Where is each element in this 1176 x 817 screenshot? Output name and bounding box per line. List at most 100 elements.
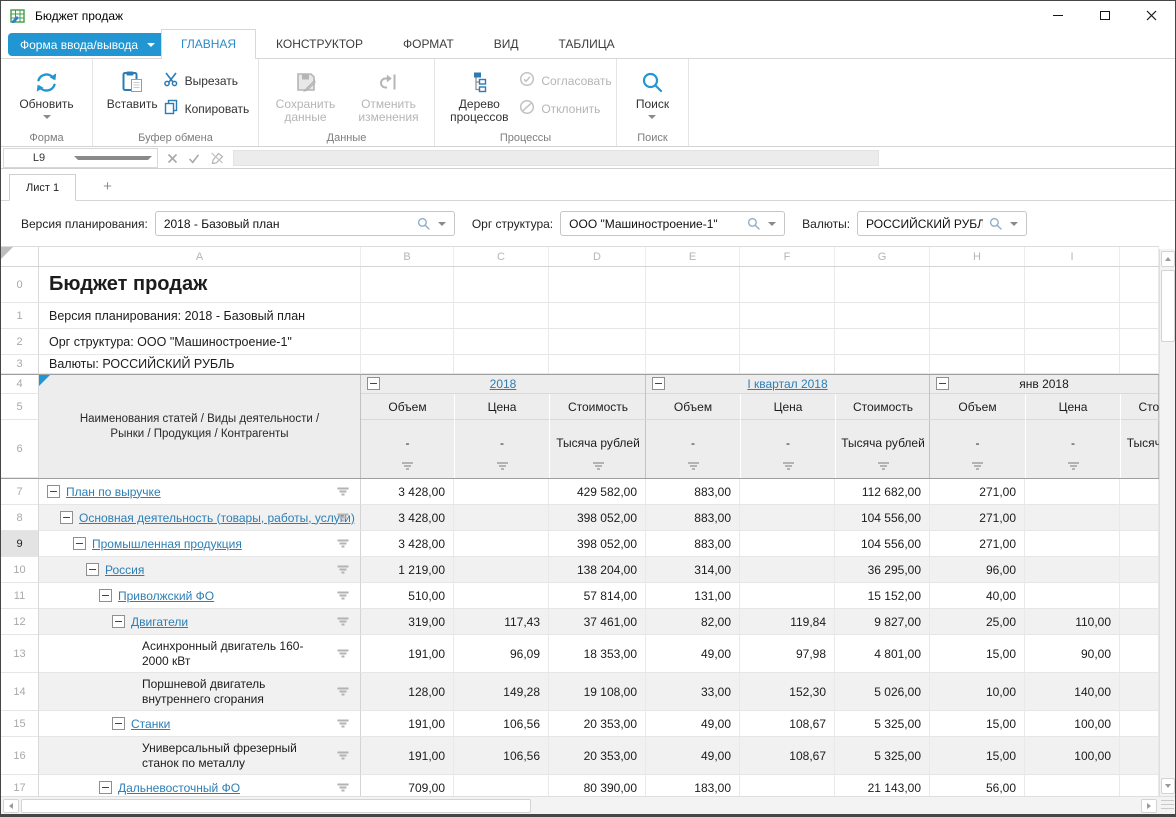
collapse-icon[interactable] xyxy=(112,615,125,628)
grid-cell[interactable]: 191,00 xyxy=(361,711,454,737)
collapse-icon[interactable] xyxy=(99,781,112,794)
horizontal-scroll-thumb[interactable] xyxy=(21,799,531,813)
header-group-title[interactable]: янв 2018 xyxy=(930,375,1158,394)
scroll-right-button[interactable] xyxy=(1141,799,1157,813)
filter-icon[interactable] xyxy=(687,462,699,471)
column-header[interactable]: A xyxy=(39,247,361,266)
search-button[interactable]: Поиск xyxy=(631,62,674,130)
column-header[interactable] xyxy=(1120,247,1159,266)
filter-icon[interactable] xyxy=(782,462,794,471)
grid-cell[interactable]: 149,28 xyxy=(454,673,549,711)
grid-cell[interactable] xyxy=(454,505,549,531)
grid-cell[interactable] xyxy=(454,775,549,796)
grid-cell[interactable] xyxy=(835,355,930,374)
vertical-scroll-thumb[interactable] xyxy=(1161,270,1175,342)
filter-icon[interactable] xyxy=(337,687,348,696)
header-stub-cell[interactable]: Наименования статей / Виды деятельности … xyxy=(39,375,361,478)
process-tree-button[interactable]: Дерево процессов xyxy=(439,62,519,130)
hierarchy-cell[interactable]: Промышленная продукция xyxy=(39,531,361,557)
row-label[interactable]: Россия xyxy=(105,562,145,577)
grid-cell[interactable]: 510,00 xyxy=(361,583,454,609)
row-label[interactable]: Основная деятельность (товары, работы, у… xyxy=(79,510,355,525)
hierarchy-cell[interactable]: Станки xyxy=(39,711,361,737)
grid-cell[interactable]: 3 428,00 xyxy=(361,479,454,505)
grid-cell[interactable] xyxy=(740,531,835,557)
grid-cell[interactable] xyxy=(930,303,1025,329)
grid-cell[interactable]: 100,00 xyxy=(1025,711,1120,737)
filter-icon[interactable] xyxy=(972,462,983,471)
grid-cell[interactable] xyxy=(930,267,1025,303)
grid-cell[interactable] xyxy=(1120,775,1159,796)
collapse-icon[interactable] xyxy=(73,537,86,550)
tab-view[interactable]: ВИД xyxy=(493,37,519,51)
column-header[interactable]: H xyxy=(930,247,1025,266)
row-label[interactable]: Двигатели xyxy=(131,614,189,629)
tab-table[interactable]: ТАБЛИЦА xyxy=(558,37,615,51)
row-header[interactable]: 12 xyxy=(1,609,39,635)
hierarchy-cell[interactable]: Универсальный фрезерный станок по металл… xyxy=(39,737,361,775)
formula-input[interactable] xyxy=(233,150,879,166)
filter-icon[interactable] xyxy=(337,783,348,792)
header-group-label[interactable]: 2018 xyxy=(489,377,517,391)
grid-cell[interactable] xyxy=(1025,531,1120,557)
measure-header-cell[interactable]: Стоимость xyxy=(836,394,930,420)
row-header[interactable]: 9 xyxy=(1,531,39,557)
close-button[interactable] xyxy=(1128,1,1175,30)
measure-header-cell[interactable]: Объем xyxy=(361,394,454,420)
collapse-icon[interactable] xyxy=(47,485,60,498)
grid-cell[interactable] xyxy=(1120,711,1159,737)
grid-cell[interactable]: 40,00 xyxy=(930,583,1025,609)
grid-cell[interactable]: 36 295,00 xyxy=(835,557,930,583)
grid-cell[interactable] xyxy=(549,329,646,355)
grid-cell[interactable]: 4 801,00 xyxy=(835,635,930,673)
column-header[interactable]: D xyxy=(549,247,646,266)
grid-cell[interactable]: 21 143,00 xyxy=(835,775,930,796)
grid-cell[interactable]: 56,00 xyxy=(930,775,1025,796)
grid-cell[interactable] xyxy=(361,267,454,303)
cut-button[interactable]: Вырезать xyxy=(163,71,238,90)
row-label[interactable]: План по выручке xyxy=(66,484,161,499)
tab-format[interactable]: ФОРМАТ xyxy=(402,37,454,51)
grid-cell[interactable]: 709,00 xyxy=(361,775,454,796)
grid-cell[interactable]: 1 219,00 xyxy=(361,557,454,583)
grid-cell[interactable]: 5 026,00 xyxy=(835,673,930,711)
filter-icon[interactable] xyxy=(592,462,604,471)
column-header[interactable]: F xyxy=(740,247,835,266)
reject-button[interactable]: Отклонить xyxy=(519,99,600,118)
filter-icon[interactable] xyxy=(402,462,413,471)
grid-cell[interactable] xyxy=(1025,267,1120,303)
grid-cell[interactable] xyxy=(646,267,740,303)
grid-cell[interactable] xyxy=(1120,267,1159,303)
grid-cell[interactable]: 90,00 xyxy=(1025,635,1120,673)
column-header[interactable]: B xyxy=(361,247,454,266)
maximize-button[interactable] xyxy=(1081,1,1128,30)
grid-cell[interactable]: 319,00 xyxy=(361,609,454,635)
form-io-menu-button[interactable]: Форма ввода/вывода xyxy=(8,33,168,56)
grid-cell[interactable]: 271,00 xyxy=(930,531,1025,557)
grid-cell[interactable] xyxy=(454,303,549,329)
grid-cell[interactable]: 49,00 xyxy=(646,737,740,775)
grid-cell[interactable]: 57 814,00 xyxy=(549,583,646,609)
grid-cell[interactable]: 15,00 xyxy=(930,635,1025,673)
grid-cell[interactable]: 3 428,00 xyxy=(361,531,454,557)
grid-cell[interactable]: 9 827,00 xyxy=(835,609,930,635)
info-cell[interactable]: Валюты: РОССИЙСКИЙ РУБЛЬ xyxy=(39,355,361,374)
grid-cell[interactable]: 398 052,00 xyxy=(549,505,646,531)
grid-cell[interactable] xyxy=(835,329,930,355)
grid-cell[interactable]: 18 353,00 xyxy=(549,635,646,673)
grid-cell[interactable]: 152,30 xyxy=(740,673,835,711)
confirm-entry-icon[interactable] xyxy=(188,153,200,164)
grid-cell[interactable] xyxy=(454,267,549,303)
collapse-icon[interactable] xyxy=(60,511,73,524)
vertical-scrollbar[interactable] xyxy=(1159,249,1175,796)
grid-cell[interactable]: 883,00 xyxy=(646,531,740,557)
filter-icon[interactable] xyxy=(877,462,889,471)
paste-button[interactable]: Вставить xyxy=(102,62,163,130)
grid-cell[interactable]: 429 582,00 xyxy=(549,479,646,505)
filter-icon[interactable] xyxy=(337,617,348,626)
hierarchy-cell[interactable]: Двигатели xyxy=(39,609,361,635)
hierarchy-cell[interactable]: Россия xyxy=(39,557,361,583)
measure-header-cell[interactable]: Стоимость xyxy=(1121,394,1159,420)
unit-cell[interactable]: Тысяча рублей xyxy=(836,420,930,478)
row-header[interactable]: 11 xyxy=(1,583,39,609)
